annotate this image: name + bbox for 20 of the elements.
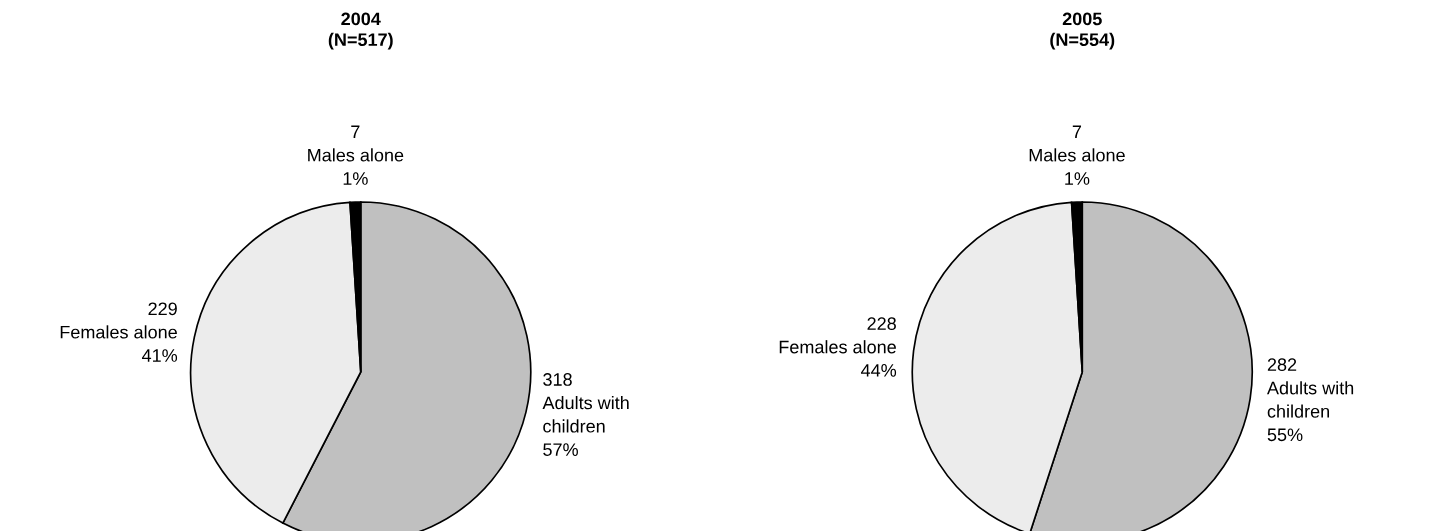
text: 228 (867, 317, 896, 331)
text: 318 (543, 373, 572, 386)
data-label: 44% (861, 364, 897, 377)
text: 229 (148, 302, 177, 316)
slice-label: Males alone (308, 148, 404, 162)
text: 282 (1267, 358, 1297, 372)
slice-label: Adults with children (542, 395, 629, 433)
data-label: 41% (141, 349, 178, 362)
chart-title: 2005 (N=554) (1050, 12, 1115, 50)
text: 7 (1072, 125, 1082, 138)
slice-label: Females alone (779, 340, 896, 354)
data-label: 1% (1065, 172, 1090, 185)
data-label: 57% (543, 443, 578, 456)
data-label: 55% (1267, 428, 1303, 442)
chart-title: 2004 (N=517) (328, 12, 393, 50)
slice-label: Females alone (60, 325, 177, 339)
text: 7 (351, 125, 360, 138)
data-label: 1% (343, 172, 368, 185)
slice-label: Adults with children (1266, 381, 1354, 418)
slice-label: Males alone (1029, 148, 1125, 162)
